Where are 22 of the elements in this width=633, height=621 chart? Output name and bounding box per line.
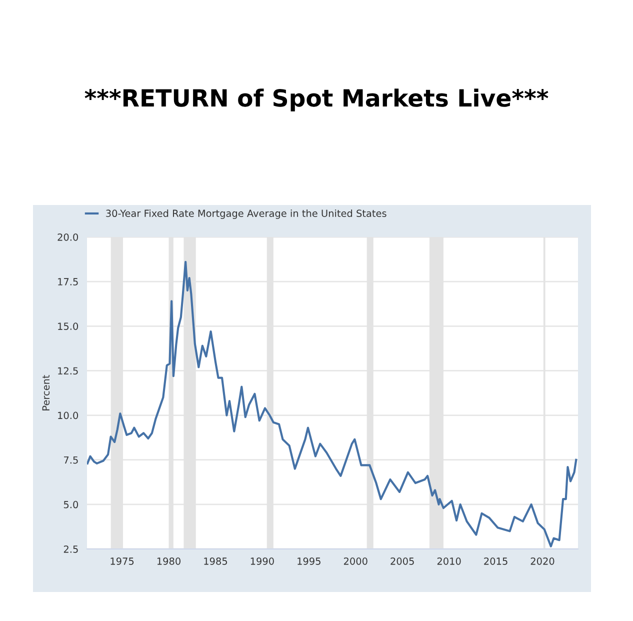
y-tick-label: 12.5 [58, 367, 78, 375]
y-axis-title: Percent [42, 374, 50, 410]
x-tick-label: 2005 [390, 558, 414, 565]
y-tick-label: 20.0 [58, 233, 78, 241]
y-tick-label: 5.0 [64, 500, 78, 508]
y-tick-label: 7.5 [64, 456, 78, 464]
line-series [87, 260, 578, 548]
x-tick-label: 1985 [204, 558, 227, 565]
x-tick-label: 2010 [437, 558, 461, 565]
y-tick-label: 17.5 [58, 278, 78, 286]
y-tick-label: 10.0 [58, 412, 78, 420]
legend-label: 30-Year Fixed Rate Mortgage Average in the United States [106, 209, 386, 219]
x-tick-label: 1990 [250, 558, 274, 565]
y-tick-label: 15.0 [58, 322, 78, 330]
x-tick-label: 2000 [344, 558, 368, 565]
x-tick-label: 1980 [157, 558, 180, 565]
x-tick-label: 2015 [484, 558, 508, 565]
x-tick-label: 1975 [110, 558, 134, 565]
chart-title: ***RETURN of Spot Markets Live*** [84, 88, 548, 112]
x-tick-label: 2020 [530, 558, 554, 565]
y-tick-label: 2.5 [64, 545, 78, 553]
x-tick-label: 1995 [298, 558, 320, 565]
